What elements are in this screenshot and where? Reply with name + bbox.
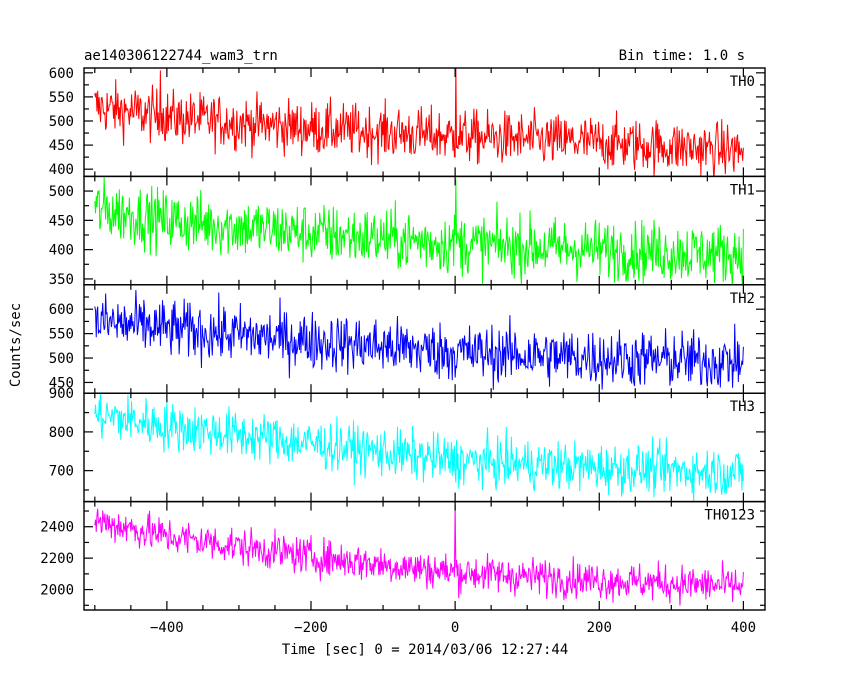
panel-th0123: 2000 2200 2400 TH0123 — [40, 500, 766, 611]
y-tick-label: 2400 — [40, 520, 74, 536]
x-axis-label: Time [sec] 0 = 2014/03/06 12:27:44 — [282, 642, 569, 658]
y-tick-label: 500 — [49, 184, 74, 200]
x-tick-label: 200 — [587, 620, 612, 636]
panel-frame — [83, 392, 766, 503]
series-th2 — [94, 289, 744, 390]
panel-label: TH1 — [730, 182, 755, 198]
y-tick-label: 450 — [49, 138, 74, 154]
panel-label: TH0 — [730, 74, 755, 90]
y-tick-label: 2000 — [40, 583, 74, 599]
panel-th2: 450 500 550 600 TH2 — [49, 284, 766, 394]
panel-frame — [83, 500, 766, 611]
panel-th1: 350 400 450 500 TH1 — [49, 175, 766, 288]
y-tick-label: 700 — [49, 464, 74, 480]
x-tick-label: −200 — [294, 620, 328, 636]
y-tick-label: 500 — [49, 114, 74, 130]
series-th0123 — [94, 504, 744, 606]
panel-th3: 700 800 900 TH3 — [49, 386, 766, 503]
y-tick-label: 550 — [49, 327, 74, 343]
series-th1 — [94, 176, 744, 285]
y-tick-label: 550 — [49, 90, 74, 106]
x-tick-label: −400 — [150, 620, 184, 636]
bin-time-label: Bin time: 1.0 s — [619, 48, 745, 64]
y-tick-label: 500 — [49, 351, 74, 367]
panel-label: TH0123 — [704, 508, 755, 524]
y-tick-label: 450 — [49, 213, 74, 229]
y-tick-label: 800 — [49, 425, 74, 441]
x-tick-label: 0 — [451, 620, 459, 636]
y-tick-label: 400 — [49, 162, 74, 178]
y-tick-label: 350 — [49, 272, 74, 288]
chart-title: ae140306122744_wam3_trn — [84, 48, 278, 64]
x-tick-label: 400 — [731, 620, 756, 636]
y-tick-label: 2200 — [40, 551, 74, 567]
panel-label: TH3 — [730, 399, 755, 415]
series-th0 — [94, 68, 744, 177]
y-tick-label: 600 — [49, 302, 74, 318]
y-tick-label: 900 — [49, 386, 74, 402]
y-axis-label: Counts/sec — [8, 303, 24, 387]
panel-label: TH2 — [730, 291, 755, 307]
y-tick-label: 450 — [49, 375, 74, 391]
series-th3 — [94, 393, 744, 502]
y-tick-label: 600 — [49, 66, 74, 82]
y-tick-label: 400 — [49, 243, 74, 259]
panels-group: 400 450 500 550 600 TH0 350 400 450 500 TH1 450 500 5… — [40, 66, 766, 636]
panel-th0: 400 450 500 550 600 TH0 — [49, 66, 766, 178]
